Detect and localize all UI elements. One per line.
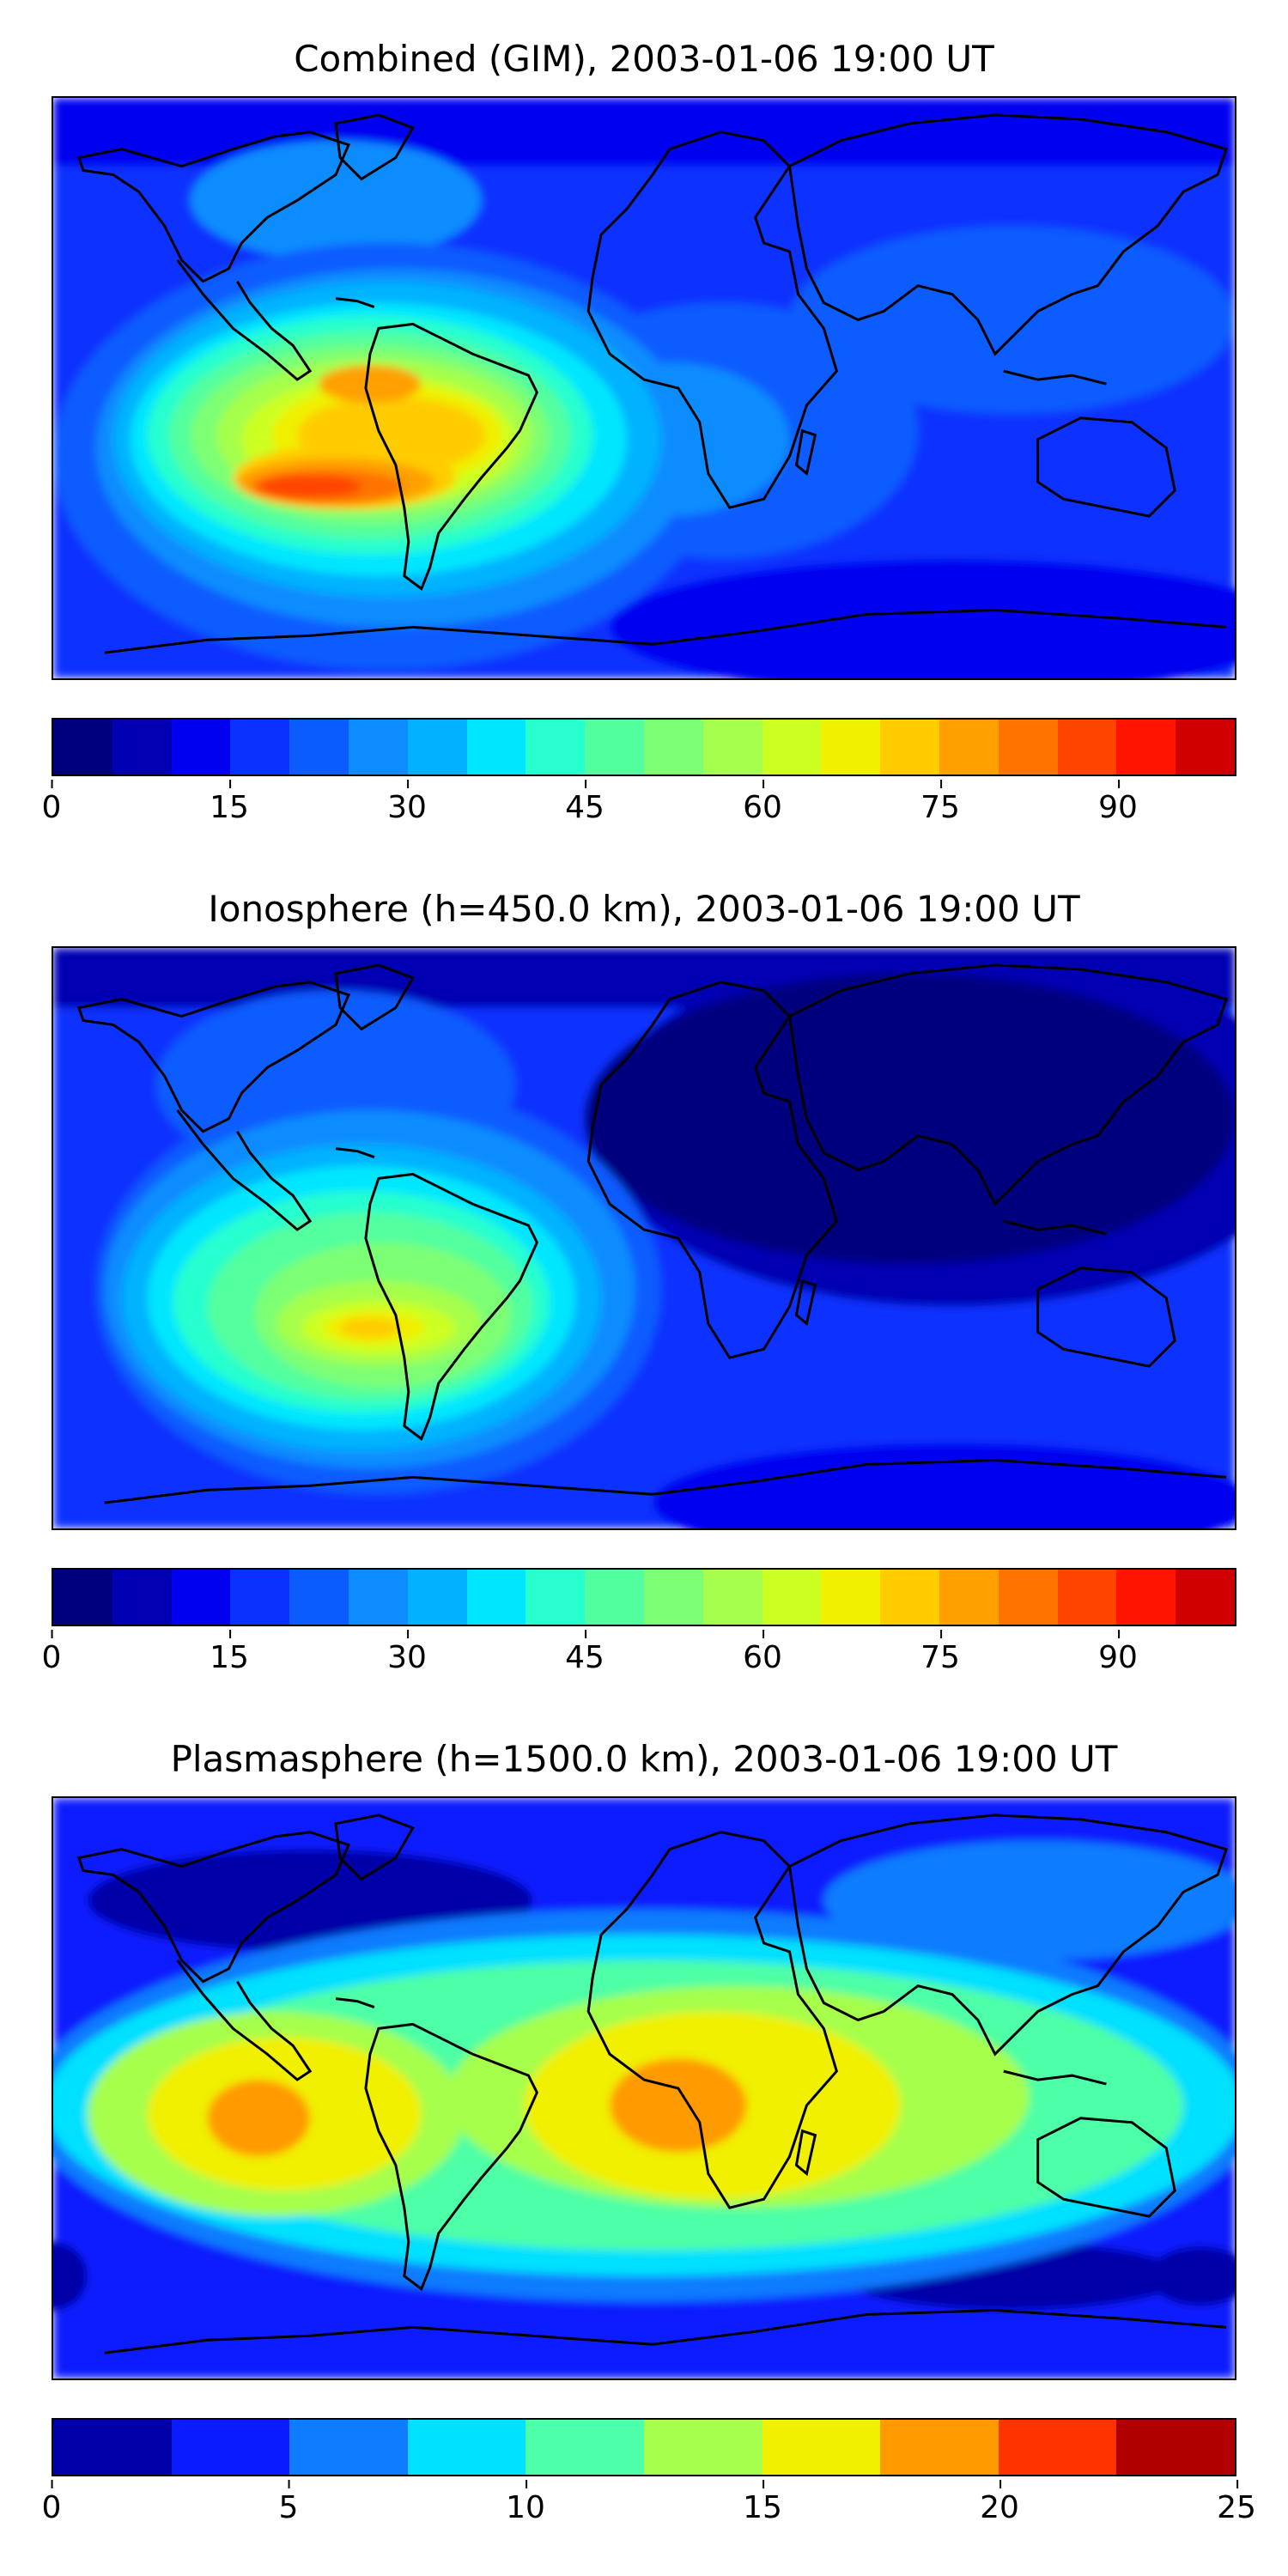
colorbar-tick-label: 0 [41,2480,62,2525]
panel-1-contour-plot [53,98,1235,678]
panel-1-colorbar [52,718,1236,776]
colorbar-segment [112,720,172,775]
colorbar-segment [289,2420,408,2475]
colorbar-segment [939,720,999,775]
colorbar-segment [348,1570,408,1625]
colorbar-tick-label: 30 [387,1630,427,1675]
panel-3-contour-plot [53,1798,1235,2379]
panel-3-map [52,1796,1236,2380]
colorbar-tick-label: 75 [920,780,960,825]
colorbar-segment [998,720,1058,775]
colorbar-segment [702,1570,762,1625]
colorbar-tick-label: 10 [506,2480,545,2525]
colorbar-segment [821,720,881,775]
colorbar-tick-label: 45 [565,780,605,825]
colorbar-tick-label: 15 [210,780,249,825]
colorbar-tick-label: 5 [278,2480,299,2525]
colorbar-segment [585,720,644,775]
colorbar-segment [230,720,290,775]
colorbar-segment [998,1570,1058,1625]
colorbar-segment [762,720,822,775]
colorbar-segment [526,2420,644,2475]
panel-1-colorbar-ticks: 0 15 30 45 60 75 90 [42,780,1236,841]
colorbar-segment [939,1570,999,1625]
colorbar-segment [112,1570,172,1625]
colorbar-segment [643,720,703,775]
panel-3-title: Plasmasphere (h=1500.0 km), 2003-01-06 1… [170,1738,1118,1780]
colorbar-tick-label: 60 [743,780,782,825]
colorbar-tick-label: 15 [743,2480,782,2525]
colorbar-tick-label: 25 [1217,2480,1256,2525]
colorbar-segment [821,1570,881,1625]
colorbar-segment [466,1570,526,1625]
colorbar-tick-label: 45 [565,1630,605,1675]
colorbar-segment [643,1570,703,1625]
colorbar-segment [407,2420,526,2475]
colorbar-tick-label: 20 [980,2480,1019,2525]
colorbar-tick-label: 75 [920,1630,960,1675]
colorbar-segment [1116,1570,1176,1625]
colorbar-segment [1057,1570,1117,1625]
colorbar-segment [407,1570,467,1625]
colorbar-segment [1176,720,1235,775]
colorbar-segment [643,2420,762,2475]
colorbar-segment [1116,2420,1235,2475]
colorbar-segment [998,2420,1117,2475]
colorbar-tick-label: 60 [743,1630,782,1675]
colorbar-segment [171,1570,231,1625]
colorbar-segment [1057,720,1117,775]
colorbar-segment [230,1570,290,1625]
colorbar-segment [289,1570,349,1625]
colorbar-segment [880,2420,999,2475]
colorbar-tick-label: 0 [41,780,62,825]
colorbar-segment [348,720,408,775]
colorbar-segment [53,720,112,775]
colorbar-tick-label: 15 [210,1630,249,1675]
colorbar-segment [171,720,231,775]
panel-3-colorbar [52,2418,1236,2476]
colorbar-segment [526,720,586,775]
colorbar-segment [880,1570,939,1625]
colorbar-segment [289,720,349,775]
colorbar-tick-label: 0 [41,1630,62,1675]
colorbar-segment [762,1570,822,1625]
colorbar-segment [585,1570,644,1625]
panel-2-contour-plot [53,948,1235,1528]
colorbar-segment [171,2420,290,2475]
colorbar-segment [702,720,762,775]
colorbar-segment [1176,1570,1235,1625]
colorbar-tick-label: 90 [1098,1630,1138,1675]
colorbar-segment [407,720,467,775]
panel-2-colorbar-ticks: 0 15 30 45 60 75 90 [42,1630,1236,1692]
colorbar-tick-label: 30 [387,780,427,825]
colorbar-segment [53,2420,172,2475]
colorbar-segment [762,2420,881,2475]
colorbar-segment [880,720,939,775]
colorbar-tick-label: 90 [1098,780,1138,825]
colorbar-segment [53,1570,112,1625]
colorbar-segment [526,1570,586,1625]
panel-2-colorbar [52,1568,1236,1626]
panel-2-map [52,946,1236,1530]
colorbar-segment [1116,720,1176,775]
colorbar-segment [466,720,526,775]
panel-2-title: Ionosphere (h=450.0 km), 2003-01-06 19:0… [208,888,1080,930]
panel-1-title: Combined (GIM), 2003-01-06 19:00 UT [294,38,994,80]
panel-3-colorbar-ticks: 0 5 10 15 20 25 [42,2480,1256,2542]
panel-1-map [52,96,1236,680]
